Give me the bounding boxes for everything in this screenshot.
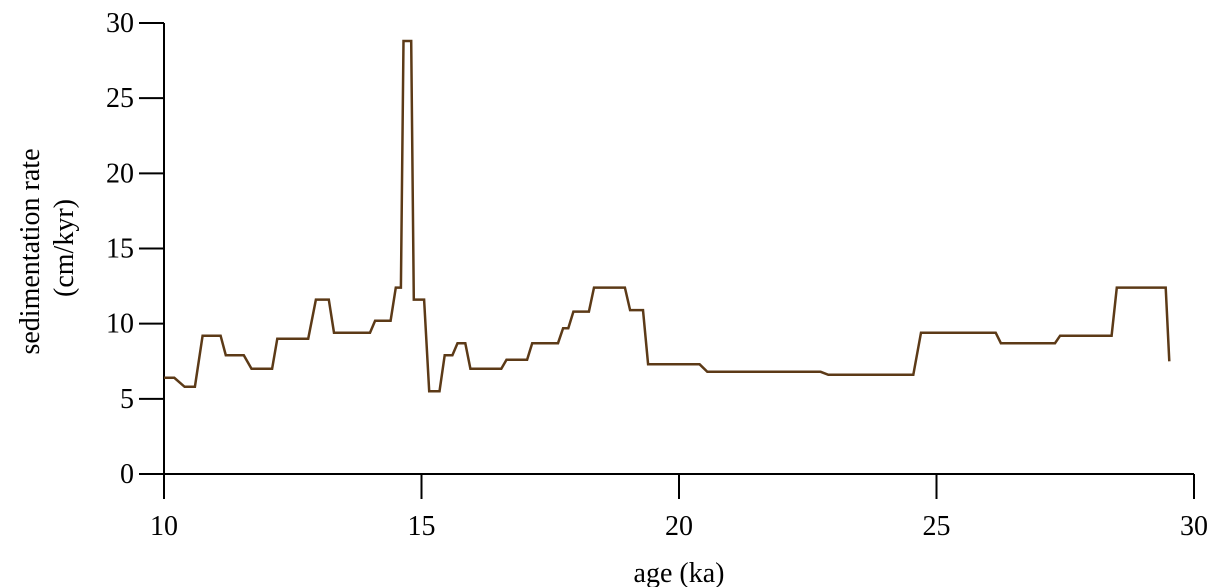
y-axis-label-line-2: (cm/kyr)	[49, 199, 80, 297]
x-tick-label: 10	[150, 511, 178, 542]
y-axis-label: sedimentation rate (cm/kyr)	[15, 141, 80, 354]
x-tick-label: 25	[923, 511, 951, 542]
x-tick-label: 30	[1180, 511, 1208, 542]
y-axis-label-line-1: sedimentation rate	[15, 148, 46, 354]
y-tick-label: 30	[106, 8, 134, 39]
y-tick-label: 5	[120, 384, 134, 415]
x-tick-label: 15	[408, 511, 436, 542]
series-line	[164, 39, 1171, 393]
y-tick-label: 25	[106, 83, 134, 114]
x-axis-label: age (ka)	[634, 558, 725, 587]
y-tick-label: 15	[106, 234, 134, 265]
y-tick-label: 0	[120, 459, 134, 490]
y-tick-label: 10	[106, 309, 134, 340]
x-axis: 10 15 20 25 30	[150, 473, 1208, 542]
x-tick-label: 20	[665, 511, 693, 542]
y-axis: 0 5 10 15 20 25 30	[106, 8, 165, 490]
series-layer	[164, 39, 1171, 393]
y-tick-label: 20	[106, 158, 134, 189]
